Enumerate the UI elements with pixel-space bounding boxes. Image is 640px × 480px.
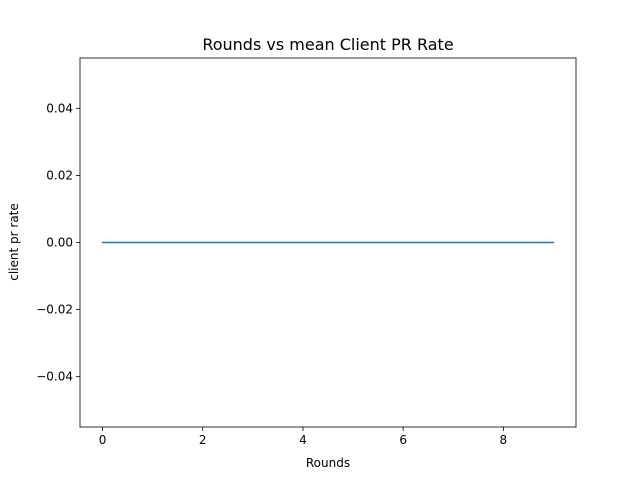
y-tick-label-1: −0.02 [36,303,73,317]
axes-frame [79,57,577,428]
y-tick-label-3: 0.02 [46,168,73,182]
x-tick-label-2: 4 [299,433,307,447]
x-axis-label: Rounds [306,456,350,470]
x-tick-label-3: 6 [399,433,407,447]
y-tick-label-4: 0.04 [46,101,73,115]
chart-title: Rounds vs mean Client PR Rate [202,35,453,54]
x-tick-label-1: 2 [199,433,207,447]
y-tick-label-2: 0.00 [46,236,73,250]
y-tick-label-0: −0.04 [36,370,73,384]
x-tick-label-4: 8 [500,433,508,447]
y-axis-label: client pr rate [7,203,21,281]
plot-area: 0 2 4 6 8 −0.04 −0.02 0.00 0.02 0.04 [36,57,577,447]
x-tick-label-0: 0 [99,433,107,447]
